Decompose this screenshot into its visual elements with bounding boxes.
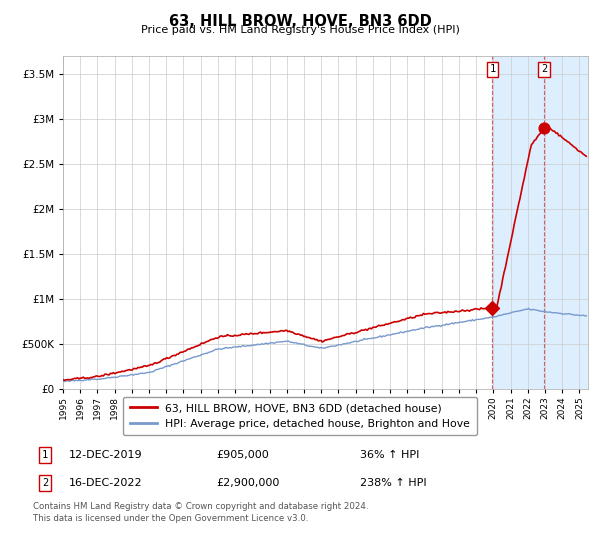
Point — [539, 124, 549, 133]
Point — [488, 303, 497, 312]
Legend: 63, HILL BROW, HOVE, BN3 6DD (detached house), HPI: Average price, detached hous: 63, HILL BROW, HOVE, BN3 6DD (detached h… — [123, 396, 477, 435]
Text: 1: 1 — [42, 450, 48, 460]
Text: Price paid vs. HM Land Registry's House Price Index (HPI): Price paid vs. HM Land Registry's House … — [140, 25, 460, 35]
Text: 2: 2 — [42, 478, 48, 488]
Text: Contains HM Land Registry data © Crown copyright and database right 2024.
This d: Contains HM Land Registry data © Crown c… — [33, 502, 368, 523]
Text: £2,900,000: £2,900,000 — [216, 478, 280, 488]
Text: 63, HILL BROW, HOVE, BN3 6DD: 63, HILL BROW, HOVE, BN3 6DD — [169, 14, 431, 29]
Bar — [493, 56, 588, 389]
Text: 36% ↑ HPI: 36% ↑ HPI — [360, 450, 419, 460]
Text: 2: 2 — [541, 64, 547, 74]
Text: 238% ↑ HPI: 238% ↑ HPI — [360, 478, 427, 488]
Text: 12-DEC-2019: 12-DEC-2019 — [69, 450, 143, 460]
Text: 1: 1 — [490, 64, 496, 74]
Text: 16-DEC-2022: 16-DEC-2022 — [69, 478, 143, 488]
Text: £905,000: £905,000 — [216, 450, 269, 460]
